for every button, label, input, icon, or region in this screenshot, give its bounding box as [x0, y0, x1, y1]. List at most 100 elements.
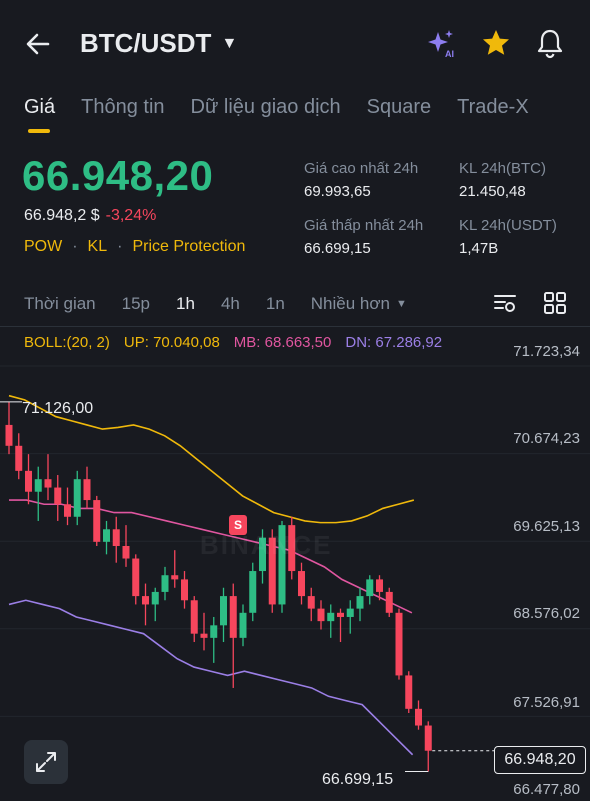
svg-text:AI: AI	[445, 49, 454, 59]
interval-15p[interactable]: 15p	[121, 294, 151, 313]
candle-body	[181, 579, 188, 601]
stat-label: KL 24h(BTC)	[459, 160, 546, 177]
y-tick-label: 70.674,23	[513, 430, 580, 447]
stat-low-24h: Giá thấp nhất 24h 66.699,15	[304, 217, 423, 257]
tab-square[interactable]: Square	[366, 96, 432, 118]
tab-bar: Giá Thông tin Dữ liệu giao dịch Square T…	[24, 96, 529, 133]
current-price-label: 66.948,20	[494, 746, 586, 774]
candle-body	[395, 612, 403, 676]
candle-body	[327, 612, 335, 622]
candle-body	[415, 708, 422, 726]
boll-upper-line	[8, 394, 415, 524]
candle-body	[229, 596, 237, 638]
header: BTC/USDT ▼ AI	[0, 0, 590, 88]
candle-body	[112, 529, 120, 546]
stat-label: KL 24h(USDT)	[459, 217, 557, 234]
tab-thong-tin[interactable]: Thông tin	[81, 96, 165, 118]
candle-body	[376, 579, 383, 592]
candle-body	[220, 596, 227, 626]
indicator-settings-icon[interactable]	[492, 290, 518, 316]
candle-body	[64, 504, 71, 517]
candle-body	[239, 612, 247, 638]
candle-body	[190, 600, 198, 634]
candle-body	[288, 525, 296, 572]
interval-bar: Thời gian 15p 1h 4h 1n Nhiều hơn ▼	[24, 294, 433, 314]
tag-price-protection[interactable]: Price Protection	[132, 238, 246, 255]
candle-body	[142, 596, 149, 605]
interval-more[interactable]: Nhiều hơn ▼	[311, 294, 407, 314]
candle-body	[132, 558, 140, 597]
interval-more-label: Nhiều hơn	[310, 294, 390, 313]
tag-pow[interactable]: POW	[24, 238, 63, 255]
tag-row: POW · KL · Price Protection	[24, 238, 245, 256]
candle-body	[171, 575, 179, 580]
candle-body	[298, 571, 305, 597]
price-usd: 66.948,2 $	[24, 207, 100, 224]
watermark: BINANCE	[200, 530, 333, 560]
y-tick-label: 69.625,13	[513, 518, 580, 535]
divider	[0, 326, 590, 327]
boll-mb: MB: 68.663,50	[233, 334, 332, 351]
candle-body	[151, 591, 159, 605]
candle-body	[15, 445, 23, 471]
candle-body	[366, 579, 374, 597]
sell-signal-badge[interactable]: S	[229, 515, 247, 535]
interval-1h[interactable]: 1h	[176, 294, 195, 313]
tab-du-lieu-giao-dich[interactable]: Dữ liệu giao dịch	[190, 96, 341, 118]
boll-dn: DN: 67.286,92	[345, 334, 443, 351]
tab-gia[interactable]: Giá	[24, 96, 55, 133]
candlestick-chart[interactable]	[0, 340, 590, 801]
candle-body	[424, 725, 432, 751]
tag-separator: ·	[72, 238, 78, 255]
candle-body	[268, 537, 276, 605]
candle-body	[337, 612, 344, 617]
y-tick-label: 66.477,80	[513, 781, 580, 798]
fullscreen-expand-button[interactable]	[24, 740, 68, 784]
last-price: 66.948,20	[22, 152, 214, 199]
candle-body	[44, 479, 52, 488]
candle-body	[93, 500, 101, 542]
y-tick-label: 68.576,02	[513, 605, 580, 622]
grid-layout-icon[interactable]	[542, 290, 568, 316]
boll-lower-line	[8, 599, 414, 756]
bell-icon[interactable]	[533, 26, 567, 60]
candle-body	[73, 479, 81, 517]
price-change: -3,24%	[105, 207, 157, 224]
stat-vol-btc: KL 24h(BTC) 21.450,48	[459, 160, 546, 200]
chevron-down-icon: ▼	[221, 34, 238, 52]
candle-body	[161, 575, 169, 592]
pair-selector[interactable]: BTC/USDT ▼	[80, 28, 237, 59]
candle-body	[5, 424, 13, 446]
boll-up: UP: 70.040,08	[123, 334, 220, 351]
candle-body	[317, 608, 325, 622]
candle-body	[122, 545, 130, 559]
candle-body	[25, 470, 32, 492]
ai-sparkle-icon[interactable]: AI	[424, 26, 458, 60]
candle-body	[307, 596, 315, 609]
stat-vol-usdt: KL 24h(USDT) 1,47B	[459, 217, 557, 257]
low-marker-label: 66.699,15	[322, 771, 394, 788]
candle-body	[103, 529, 110, 542]
candle-body	[405, 675, 413, 709]
candle-body	[385, 591, 393, 613]
interval-4h[interactable]: 4h	[220, 294, 240, 313]
candle-body	[346, 608, 354, 617]
star-icon[interactable]	[479, 26, 513, 60]
interval-1n[interactable]: 1n	[265, 294, 285, 313]
expand-arrows-icon	[36, 752, 56, 772]
stat-label: Giá thấp nhất 24h	[304, 217, 424, 234]
back-arrow-icon[interactable]	[22, 28, 54, 60]
boll-name: BOLL:(20, 2)	[24, 334, 110, 351]
price-usd-row: 66.948,2 $ -3,24%	[24, 207, 156, 225]
interval-time[interactable]: Thời gian	[24, 294, 96, 313]
caret-down-icon: ▼	[395, 298, 407, 310]
y-tick-label: 71.723,34	[513, 343, 580, 360]
boll-legend: BOLL:(20, 2) UP: 70.040,08 MB: 68.663,50…	[24, 334, 442, 351]
candle-body	[210, 625, 218, 638]
high-marker-label: 71.126,00	[22, 400, 94, 417]
candle-body	[83, 479, 91, 501]
stat-value: 66.699,15	[304, 240, 371, 257]
tab-trade-x[interactable]: Trade-X	[457, 96, 529, 118]
stat-value: 1,47B	[459, 240, 499, 257]
tag-kl[interactable]: KL	[87, 238, 108, 255]
